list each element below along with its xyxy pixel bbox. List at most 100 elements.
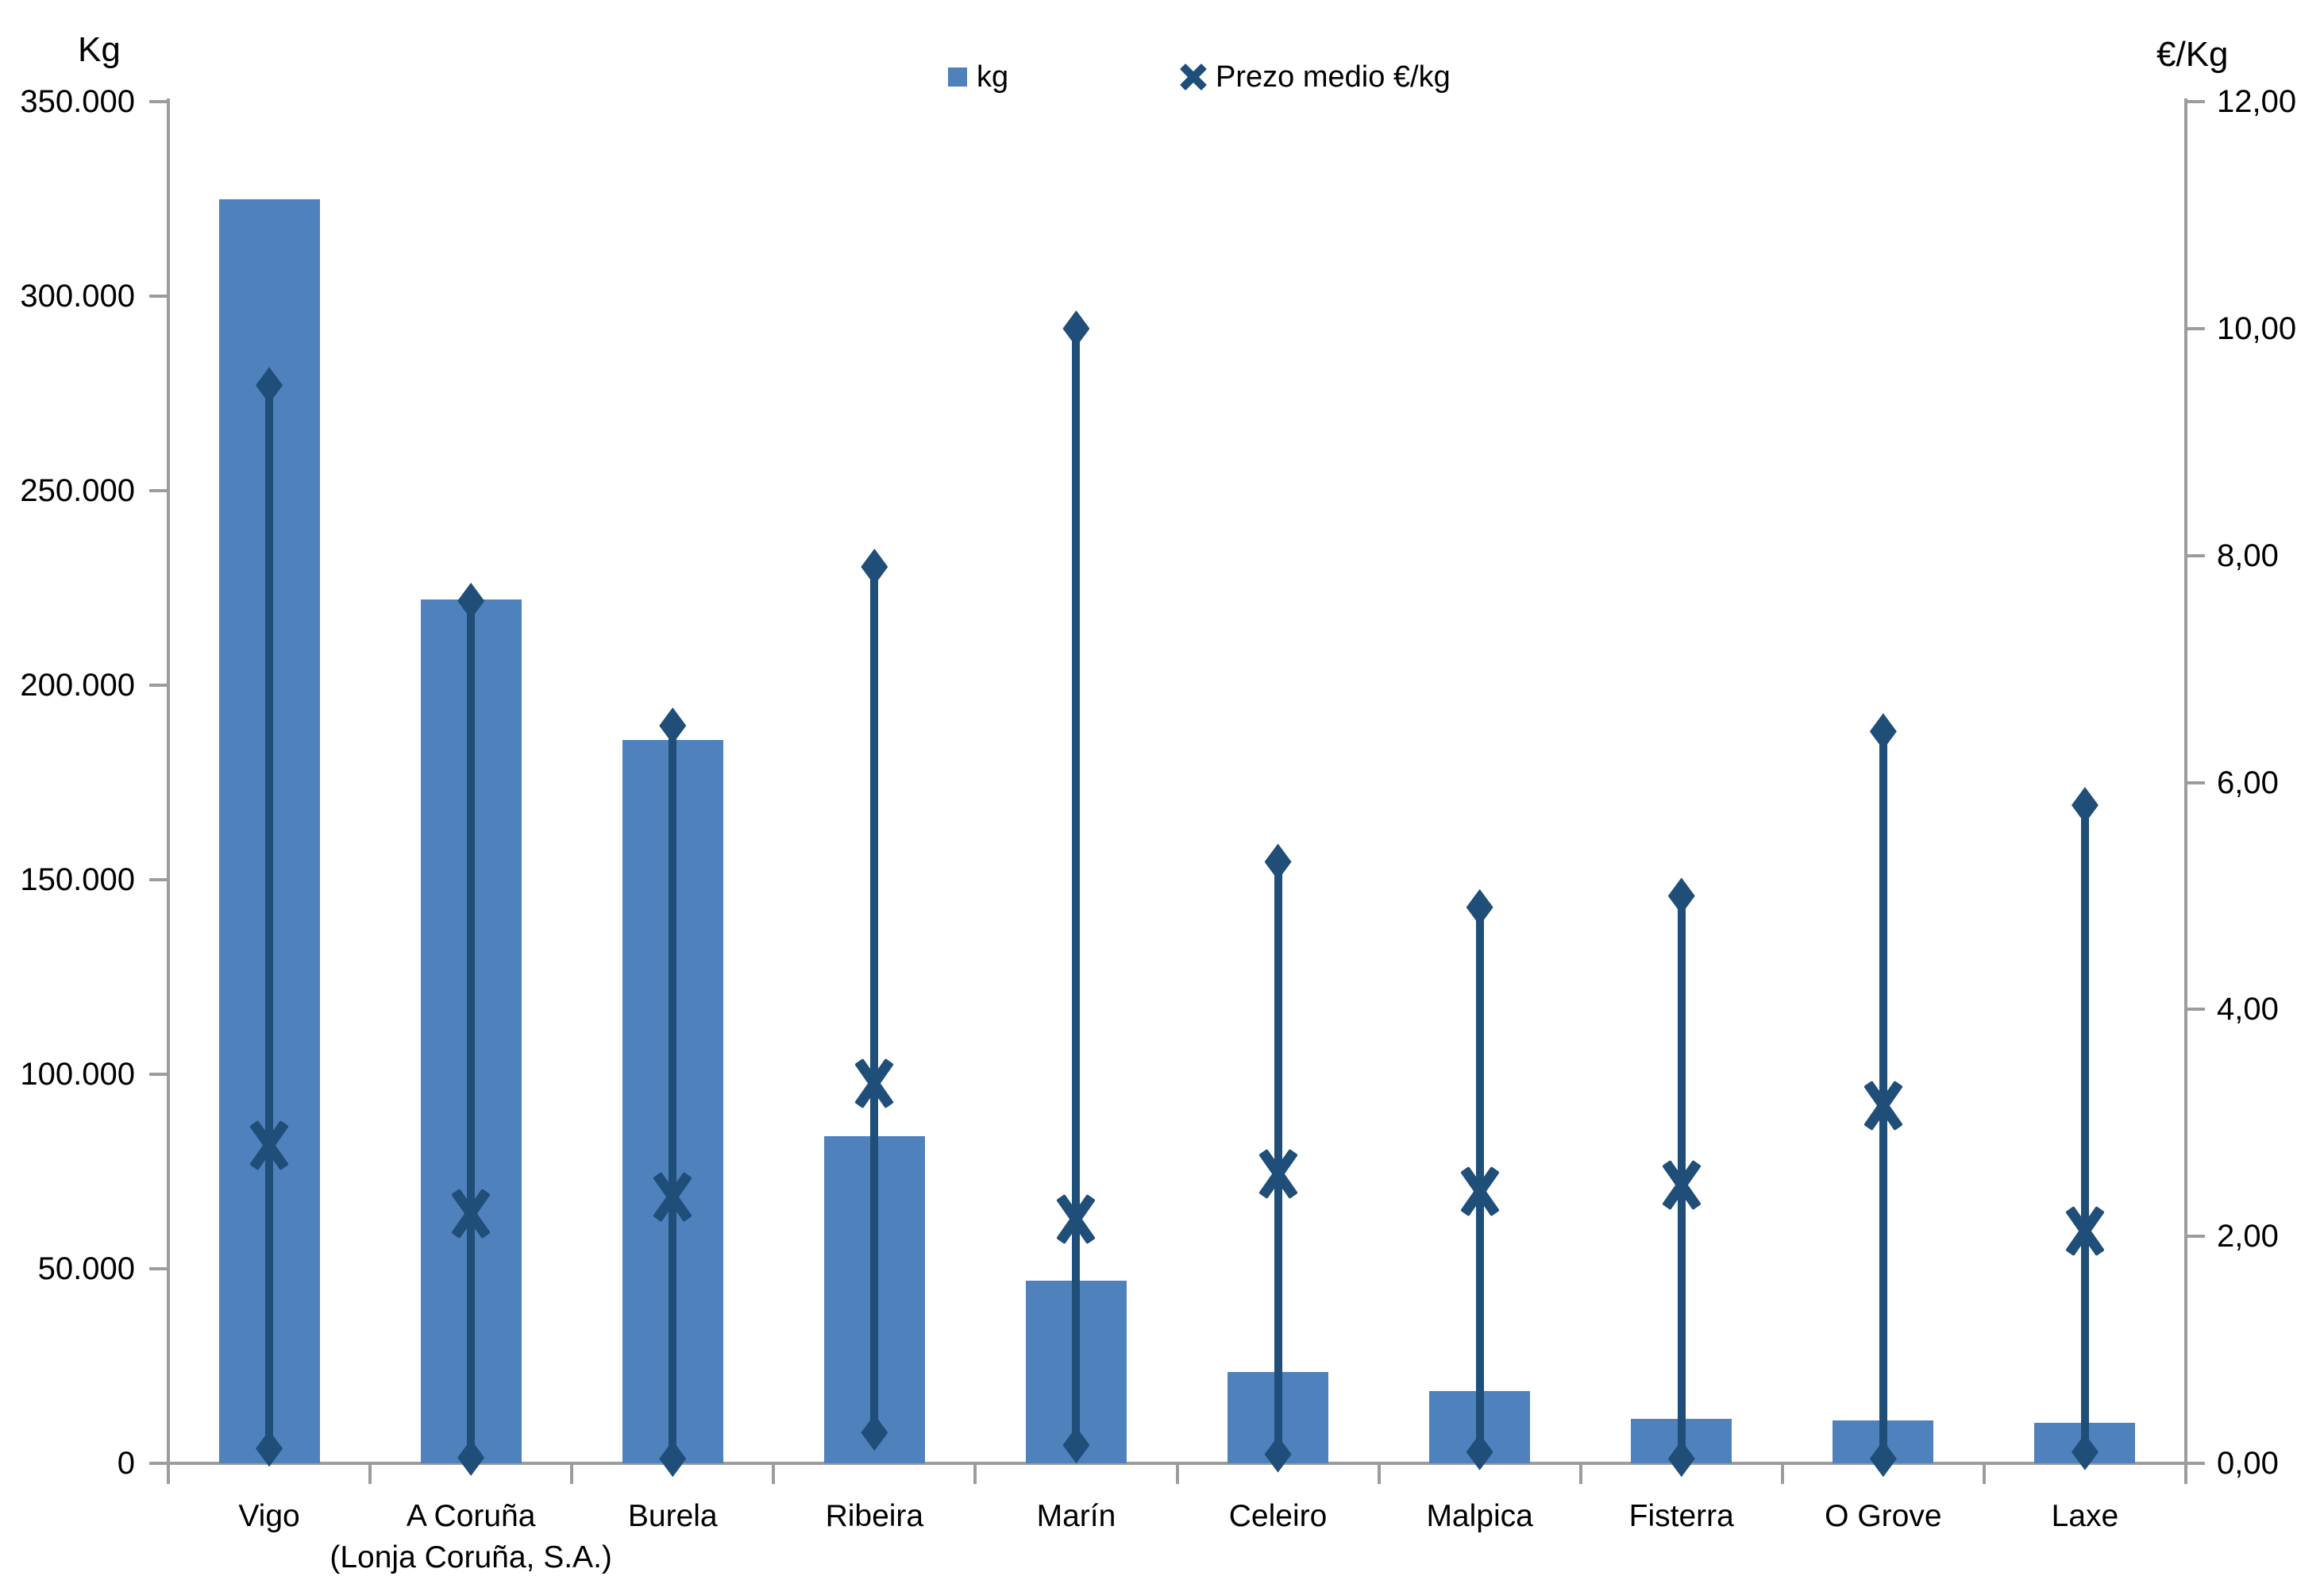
right-axis-tick bbox=[2186, 553, 2205, 557]
right-axis-tick bbox=[2186, 1462, 2205, 1465]
left-axis-tick bbox=[149, 295, 168, 298]
category-label: Fisterra bbox=[1507, 1496, 1856, 1537]
right-tick-label: 10,00 bbox=[2217, 310, 2297, 346]
category-label-line: (Lonja Coruña, S.A.) bbox=[330, 1540, 612, 1574]
right-axis-tick bbox=[2186, 1008, 2205, 1012]
right-tick-label: 4,00 bbox=[2217, 992, 2279, 1027]
right-axis-tick bbox=[2186, 780, 2205, 784]
price-range-line[interactable] bbox=[1072, 328, 1081, 1446]
avg-price-x-marker[interactable] bbox=[849, 1058, 900, 1108]
left-axis-tick bbox=[149, 684, 168, 687]
max-price-diamond-icon[interactable] bbox=[1062, 310, 1090, 347]
x-axis-tick bbox=[1982, 1463, 1986, 1484]
x-axis-line bbox=[168, 1462, 2189, 1465]
x-axis-tick bbox=[973, 1463, 977, 1484]
x-axis-tick bbox=[2184, 1463, 2187, 1484]
left-tick-label: 150.000 bbox=[20, 862, 135, 897]
legend-label: kg bbox=[977, 60, 1009, 94]
price-range-line[interactable] bbox=[870, 566, 879, 1433]
price-range-line[interactable] bbox=[669, 726, 677, 1459]
category-label-line: Marín bbox=[1036, 1499, 1116, 1533]
left-axis-tick bbox=[149, 100, 168, 103]
max-price-diamond-icon[interactable] bbox=[1869, 713, 1897, 750]
category-label: Vigo bbox=[94, 1496, 444, 1537]
x-axis-tick bbox=[772, 1463, 776, 1484]
max-price-diamond-icon[interactable] bbox=[861, 548, 888, 585]
category-label-line: Ribeira bbox=[825, 1499, 924, 1533]
category-label: Laxe bbox=[1910, 1496, 2260, 1537]
avg-price-x-marker[interactable] bbox=[1253, 1148, 1304, 1200]
category-label-line: A Coruña bbox=[406, 1499, 536, 1533]
price-range-line[interactable] bbox=[1475, 907, 1484, 1452]
avg-price-x-marker[interactable] bbox=[445, 1188, 496, 1239]
category-label: A Coruña (Lonja Coruña, S.A.) bbox=[296, 1496, 646, 1578]
x-axis-tick bbox=[1377, 1463, 1381, 1484]
x-axis-tick bbox=[570, 1463, 574, 1484]
left-axis-line bbox=[167, 98, 170, 1475]
x-axis-tick bbox=[368, 1463, 372, 1484]
right-tick-label: 6,00 bbox=[2217, 765, 2279, 800]
category-label-line: O Grove bbox=[1825, 1499, 1942, 1533]
left-tick-label: 300.000 bbox=[20, 279, 135, 314]
left-tick-label: 350.000 bbox=[20, 84, 135, 119]
avg-price-x-marker[interactable] bbox=[1656, 1160, 1707, 1211]
category-label: Ribeira bbox=[700, 1496, 1049, 1537]
right-axis-tick bbox=[2186, 100, 2205, 103]
max-price-diamond-icon[interactable] bbox=[659, 707, 687, 745]
price-range-line[interactable] bbox=[2080, 805, 2089, 1452]
avg-price-x-marker[interactable] bbox=[1050, 1194, 1101, 1245]
category-label: Celeiro bbox=[1104, 1496, 1453, 1537]
right-axis-tick bbox=[2186, 1235, 2205, 1239]
max-price-diamond-icon[interactable] bbox=[1466, 888, 1493, 926]
category-label-line: Celeiro bbox=[1228, 1499, 1328, 1533]
left-tick-label: 200.000 bbox=[20, 668, 135, 703]
price-range-line[interactable] bbox=[265, 385, 274, 1449]
right-tick-label: 12,00 bbox=[2217, 84, 2297, 119]
category-label-line: Burela bbox=[627, 1499, 718, 1533]
category-label-line: Vigo bbox=[238, 1499, 300, 1533]
left-axis-tick bbox=[149, 1267, 168, 1270]
category-label: Malpica bbox=[1305, 1496, 1655, 1537]
category-label: O Grove bbox=[1709, 1496, 2058, 1537]
left-axis-tick bbox=[149, 878, 168, 881]
left-tick-label: 250.000 bbox=[20, 473, 135, 508]
left-axis-title: Kg bbox=[78, 30, 121, 69]
price-range-line[interactable] bbox=[467, 600, 476, 1458]
x-marker-icon bbox=[1180, 64, 1207, 91]
max-price-diamond-icon[interactable] bbox=[1667, 877, 1695, 915]
price-range-line[interactable] bbox=[1274, 861, 1282, 1455]
kg-square-icon bbox=[948, 67, 967, 87]
avg-price-x-marker[interactable] bbox=[244, 1120, 295, 1171]
left-tick-label: 50.000 bbox=[37, 1251, 135, 1286]
x-axis-tick bbox=[1780, 1463, 1784, 1484]
avg-price-x-marker[interactable] bbox=[1455, 1166, 1505, 1216]
max-price-diamond-icon[interactable] bbox=[1264, 843, 1292, 881]
legend-label: Prezo medio €/kg bbox=[1216, 60, 1451, 94]
category-label-line: Malpica bbox=[1426, 1499, 1533, 1533]
right-axis-tick bbox=[2186, 326, 2205, 330]
left-axis-tick bbox=[149, 489, 168, 492]
right-tick-label: 0,00 bbox=[2217, 1446, 2279, 1481]
avg-price-x-marker[interactable] bbox=[1858, 1081, 1909, 1131]
right-axis-line bbox=[2184, 98, 2187, 1475]
category-label-line: Laxe bbox=[2051, 1499, 2119, 1533]
left-axis-tick bbox=[149, 1462, 168, 1465]
category-label: Burela bbox=[498, 1496, 847, 1537]
left-tick-label: 0 bbox=[117, 1446, 135, 1481]
legend-item-kg[interactable]: kg bbox=[948, 59, 1008, 95]
right-axis-title: €/Kg bbox=[2156, 35, 2229, 74]
x-axis-tick bbox=[1578, 1463, 1582, 1484]
left-tick-label: 100.000 bbox=[20, 1057, 135, 1092]
legend-item-prezo-medio[interactable]: Prezo medio €/kg bbox=[1180, 59, 1451, 95]
avg-price-x-marker[interactable] bbox=[2060, 1205, 2110, 1256]
right-tick-label: 8,00 bbox=[2217, 538, 2279, 573]
category-label-line: Fisterra bbox=[1628, 1499, 1734, 1533]
left-axis-tick bbox=[149, 1073, 168, 1076]
x-axis-tick bbox=[1175, 1463, 1179, 1484]
avg-price-x-marker[interactable] bbox=[647, 1171, 698, 1222]
right-tick-label: 2,00 bbox=[2217, 1219, 2279, 1254]
max-price-diamond-icon[interactable] bbox=[2071, 787, 2099, 824]
category-label: Marín bbox=[901, 1496, 1251, 1537]
x-axis-tick bbox=[167, 1463, 170, 1484]
